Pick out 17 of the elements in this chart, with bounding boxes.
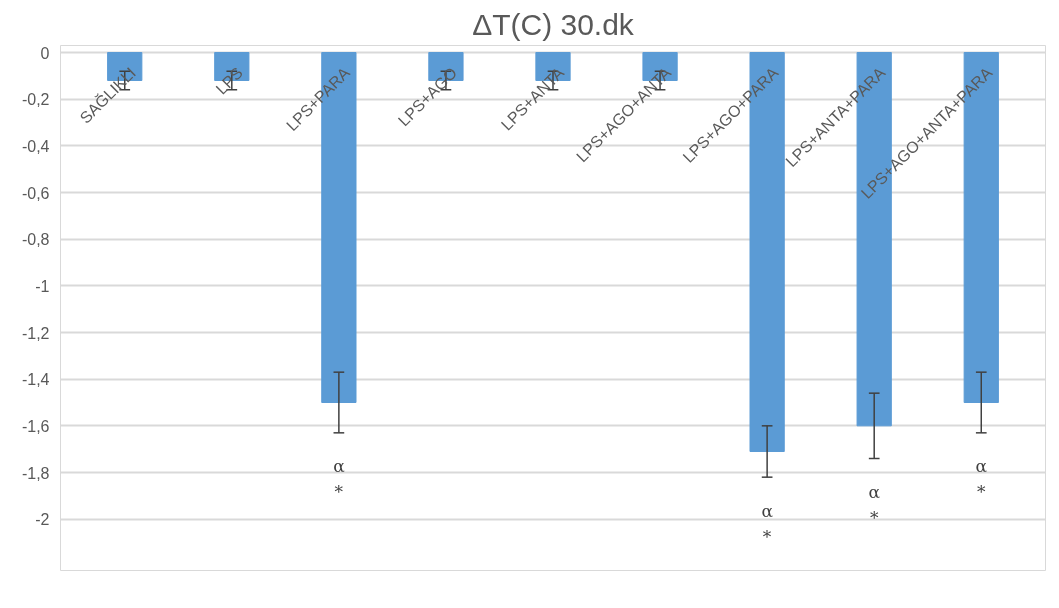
- y-tick-label: -0,4: [21, 137, 50, 155]
- y-tick-label: -1,2: [21, 324, 50, 342]
- chart-title: ΔT(C) 30.dk: [472, 7, 635, 41]
- y-tick-label: -0,2: [21, 91, 50, 109]
- y-tick-label: -0,8: [21, 231, 50, 249]
- y-tick-label: -2: [35, 511, 50, 529]
- y-tick-label: -0,6: [21, 184, 50, 202]
- y-tick-label: -1,8: [21, 464, 50, 482]
- annotation: α *: [333, 456, 346, 503]
- y-tick-label: -1,6: [21, 417, 50, 435]
- annotation: α *: [761, 500, 774, 547]
- annotation: α *: [868, 481, 881, 528]
- y-tick-label: 0: [40, 44, 50, 62]
- y-tick-label: -1,4: [21, 371, 50, 389]
- annotation: α *: [975, 456, 988, 503]
- x-tick-label: LPS: [212, 64, 246, 98]
- y-tick-label: -1: [35, 277, 50, 295]
